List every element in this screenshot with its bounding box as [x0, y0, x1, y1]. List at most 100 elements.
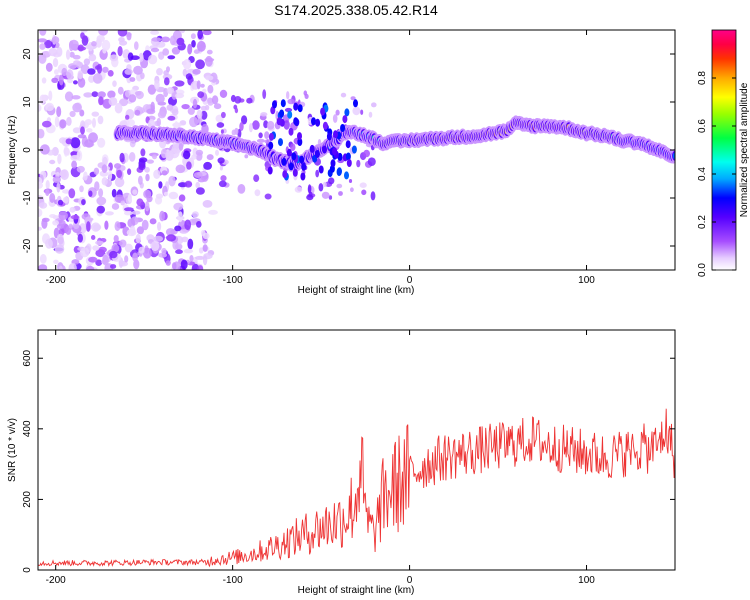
branch-blob — [280, 99, 286, 108]
noise-blob — [61, 67, 68, 77]
noise-blob — [129, 77, 136, 82]
noise-blob — [114, 177, 125, 188]
scatter-blob — [363, 149, 370, 158]
noise-blob — [157, 111, 166, 119]
noise-blob — [97, 115, 104, 125]
branch-blob — [326, 132, 332, 141]
noise-blob — [166, 87, 175, 94]
noise-blob — [97, 137, 106, 148]
branch-blob — [322, 121, 328, 130]
noise-blob — [79, 223, 87, 234]
noise-blob — [119, 40, 128, 46]
noise-blob — [167, 55, 176, 60]
noise-blob — [175, 93, 185, 99]
colorbar: 0.0 0.2 0.4 0.6 0.8 Normalized spectral ampl… — [697, 29, 750, 277]
noise-blob — [165, 235, 175, 240]
noise-blob — [183, 59, 192, 70]
noise-blob — [206, 154, 214, 161]
noise-blob — [132, 252, 139, 262]
noise-blob — [167, 115, 176, 121]
scatter-blob — [303, 90, 308, 96]
noise-blob — [200, 83, 205, 88]
noise-blob — [168, 191, 179, 200]
noise-blob — [52, 220, 59, 226]
noise-blob — [149, 218, 157, 225]
noise-blob — [101, 177, 108, 186]
branch-blob — [333, 130, 338, 139]
noise-blob — [101, 39, 111, 51]
noise-blob — [189, 254, 194, 262]
noise-blob — [202, 200, 213, 208]
noise-blob — [184, 219, 192, 231]
noise-blob — [72, 102, 82, 113]
noise-blob — [185, 73, 193, 80]
branch-blob — [300, 172, 306, 181]
noise-blob — [58, 74, 64, 86]
noise-blob — [86, 221, 91, 232]
noise-blob — [123, 211, 133, 216]
noise-blob — [132, 189, 138, 195]
noise-blob — [51, 36, 60, 44]
scatter-blob — [356, 159, 361, 168]
noise-blob — [87, 68, 96, 75]
branch-blob — [340, 124, 346, 132]
branch-blob — [311, 117, 316, 126]
scatter-blob — [220, 175, 227, 182]
noise-blob — [98, 188, 104, 198]
noise-blob — [154, 79, 160, 90]
noise-blob — [42, 120, 52, 128]
noise-blob — [196, 80, 201, 90]
noise-blob — [73, 60, 81, 65]
noise-blob — [200, 229, 206, 237]
noise-blob — [207, 84, 214, 94]
scatter-blob — [241, 115, 248, 125]
noise-blob — [175, 249, 183, 254]
scatter-blob — [264, 131, 270, 140]
noise-blob — [134, 91, 142, 96]
noise-blob — [155, 193, 164, 199]
scatter-blob — [335, 109, 340, 116]
noise-blob — [196, 40, 206, 52]
noise-blob — [91, 91, 99, 98]
branch-blob — [292, 168, 298, 177]
y-tick-label: 400 — [22, 420, 33, 437]
noise-blob — [171, 108, 179, 116]
noise-blob — [174, 80, 185, 87]
noise-blob — [195, 149, 204, 156]
noise-blob — [195, 255, 205, 260]
noise-blob — [101, 164, 108, 174]
noise-blob — [148, 54, 158, 65]
scatter-blob — [213, 103, 222, 110]
noise-blob — [111, 188, 117, 198]
scatter-blob — [350, 187, 354, 192]
noise-blob — [45, 180, 50, 190]
scatter-blob — [323, 181, 327, 188]
branch-blob — [288, 162, 294, 171]
noise-blob — [200, 110, 208, 120]
noise-blob — [86, 128, 93, 133]
noise-blob — [88, 190, 93, 197]
scatter-blob — [262, 89, 267, 100]
noise-blob — [48, 47, 58, 57]
noise-blob — [191, 40, 196, 48]
y-tick-label: 200 — [22, 491, 33, 508]
branch-blob — [309, 144, 315, 153]
noise-blob — [102, 66, 109, 73]
noise-blob — [39, 94, 47, 105]
branch-blob — [281, 157, 287, 166]
noise-blob — [80, 32, 85, 40]
scatter-blob — [254, 189, 261, 197]
branch-blob — [297, 138, 303, 146]
noise-blob — [152, 154, 157, 160]
branch-blob — [320, 107, 326, 116]
branch-blob — [346, 159, 352, 167]
scatter-blob — [221, 111, 226, 119]
scatter-blob — [328, 195, 333, 200]
noise-blob — [169, 148, 180, 159]
scatter-blob — [266, 120, 275, 130]
noise-blob — [193, 49, 200, 54]
noise-blob — [98, 96, 104, 106]
noise-blob — [180, 30, 185, 34]
noise-blob — [97, 91, 106, 98]
